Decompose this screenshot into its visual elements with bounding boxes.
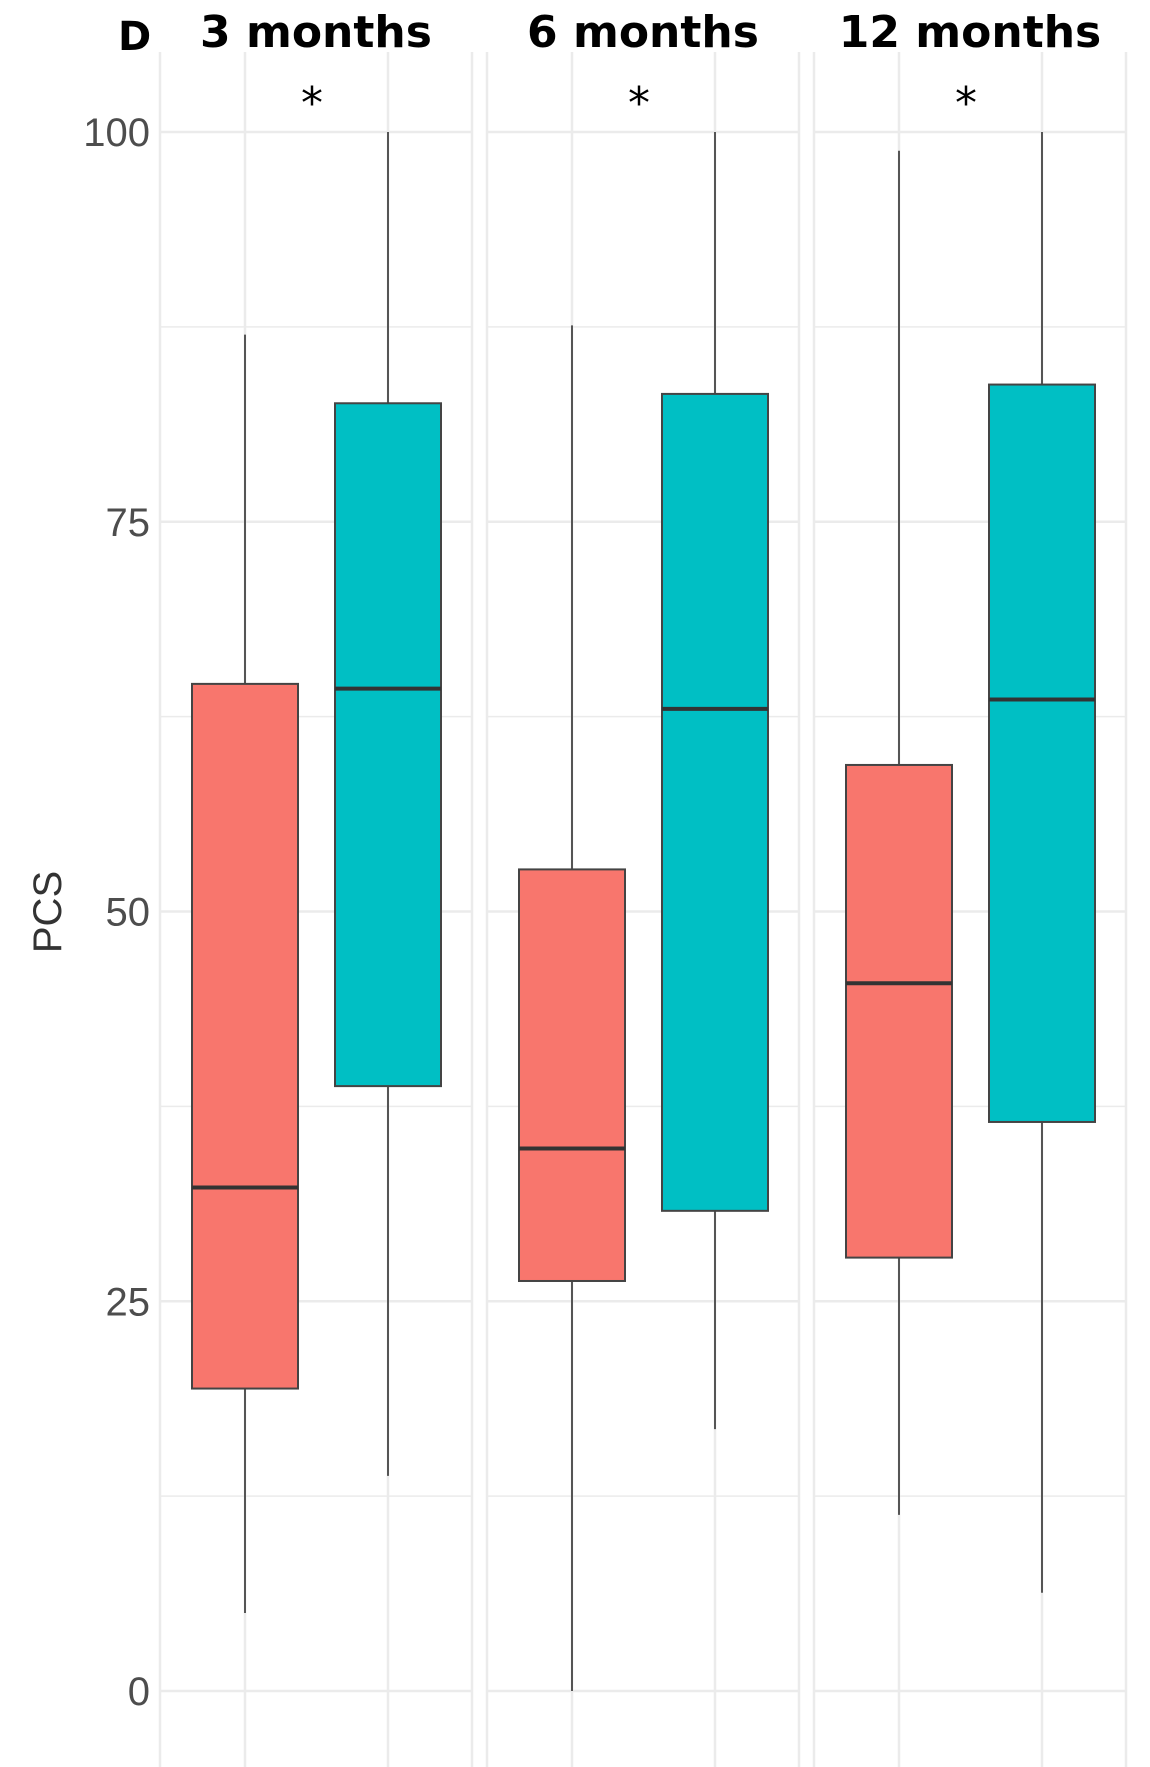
box — [518, 868, 626, 1282]
facet-label: 12 months — [839, 7, 1102, 58]
box — [661, 392, 769, 1212]
grid-layer — [158, 52, 1128, 1767]
y-tick-label: 25 — [106, 1280, 151, 1324]
facet-label: 3 months — [200, 7, 432, 58]
y-tick-label: 100 — [83, 111, 150, 155]
significance-marker: * — [301, 78, 323, 129]
boxes-layer — [191, 132, 1096, 1691]
facet-label: 6 months — [527, 7, 759, 58]
labels-layer: 3 months * 6 months * 12 months * 0 25 50 75 100 — [83, 7, 1101, 1714]
y-axis-title: PCS — [26, 871, 70, 953]
panel-letter: D — [118, 14, 151, 60]
significance-marker: * — [628, 78, 650, 129]
box — [191, 682, 299, 1390]
box — [845, 763, 953, 1259]
box — [988, 383, 1096, 1123]
y-tick-label: 0 — [128, 1670, 150, 1714]
y-tick-label: 75 — [106, 501, 151, 545]
y-tick-label: 50 — [106, 891, 151, 935]
significance-marker: * — [955, 78, 977, 129]
box — [334, 402, 442, 1088]
